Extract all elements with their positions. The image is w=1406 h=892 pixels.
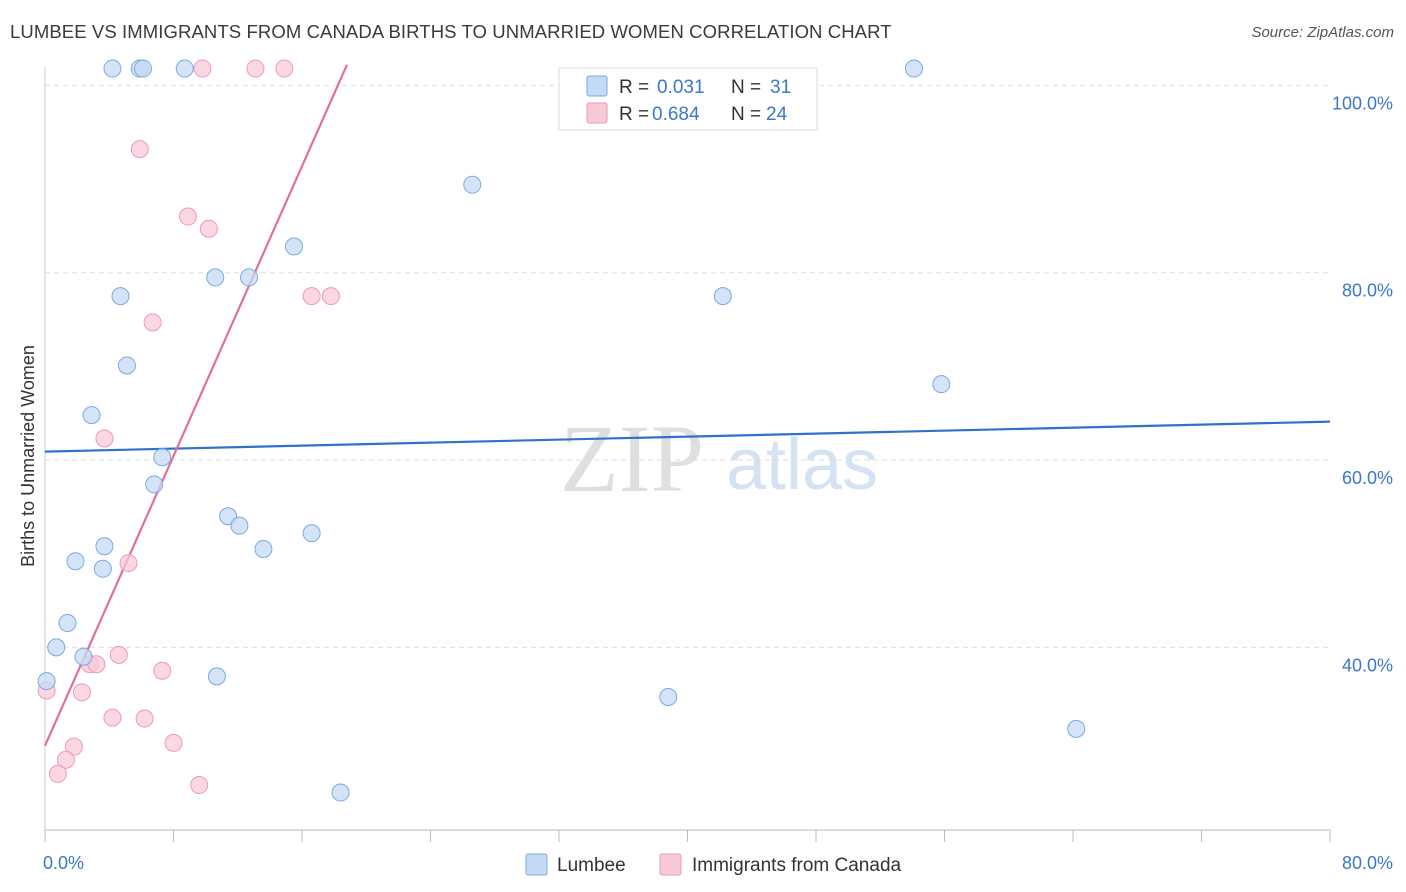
point-lumbee [230,516,249,535]
point-lumbee [37,672,56,691]
series-legend-label-canada: Immigrants from Canada [692,855,902,876]
point-canada [164,733,183,752]
watermark-zip: ZIP [560,405,704,512]
legend-n-value-lumbee: 31 [770,77,791,98]
stats-legend: R = 0.031 N = 31 R = 0.684 N = 24 [558,67,818,131]
point-canada [109,645,128,664]
point-canada [135,709,154,728]
legend-swatch-lumbee [586,75,608,97]
point-lumbee [254,540,273,559]
point-lumbee [133,59,152,78]
point-lumbee [111,287,130,306]
point-lumbee [932,375,951,394]
legend-swatch-canada [586,102,608,124]
point-lumbee [463,175,482,194]
point-lumbee [103,59,122,78]
point-canada [193,59,212,78]
point-canada [153,661,172,680]
point-canada [130,140,149,159]
point-canada [119,554,138,573]
point-lumbee [47,638,66,657]
point-lumbee [206,268,225,287]
point-lumbee [175,59,194,78]
point-canada [178,207,197,226]
source-label: Source: ZipAtlas.com [1251,24,1394,41]
point-canada [199,219,218,238]
point-lumbee [659,688,678,707]
y-tick-label: 40.0% [1342,655,1393,675]
point-canada [143,313,162,332]
point-lumbee [1067,719,1086,738]
x-tick-label: 0.0% [43,853,84,873]
point-lumbee [82,406,101,425]
point-lumbee [713,287,732,306]
point-lumbee [66,552,85,571]
y-tick-label: 60.0% [1342,468,1393,488]
watermark-atlas: atlas [726,425,878,505]
point-canada [246,59,265,78]
series-legend-label-lumbee: Lumbee [557,855,626,876]
point-lumbee [904,59,923,78]
point-canada [56,750,75,769]
x-tick-label: 80.0% [1342,853,1393,873]
point-lumbee [95,537,114,556]
point-lumbee [302,524,321,543]
point-canada [72,683,91,702]
point-lumbee [117,356,136,375]
scatter-points [37,59,1086,802]
point-lumbee [207,667,226,686]
chart-title: LUMBEE VS IMMIGRANTS FROM CANADA BIRTHS … [10,21,892,42]
point-lumbee [74,647,93,666]
point-canada [103,708,122,727]
point-canada [302,287,321,306]
trendline-canada [43,64,348,747]
legend-r-value-lumbee: 0.031 [657,77,705,98]
y-tick-label: 100.0% [1332,93,1393,113]
axes [44,67,1331,842]
point-lumbee [58,614,77,633]
point-lumbee [93,559,112,578]
point-lumbee [153,448,172,467]
point-lumbee [331,783,350,802]
legend-n-value-canada: 24 [766,104,788,125]
legend-r-value-canada: 0.684 [652,104,700,125]
series-legend-swatch-canada [659,853,682,876]
trendline-lumbee [44,420,1331,453]
point-canada [275,59,294,78]
point-canada [48,764,67,783]
legend-r-label-canada: R = [619,104,649,125]
legend-r-label-lumbee: R = [619,77,649,98]
trend-lines [43,64,1331,747]
series-legend: Lumbee Immigrants from Canada [525,853,902,876]
legend-n-label-canada: N = [731,104,761,125]
point-lumbee [145,475,164,494]
point-lumbee [239,268,258,287]
series-legend-swatch-lumbee [525,853,548,876]
point-lumbee [284,237,303,256]
point-canada [321,287,340,306]
point-canada [190,776,209,795]
gridlines [45,84,1330,648]
y-tick-label: 80.0% [1342,281,1393,301]
legend-n-label-lumbee: N = [731,77,761,98]
point-canada [64,737,83,756]
point-canada [95,429,114,448]
tick-labels: 40.0% 60.0% 80.0% 100.0% 0.0% 80.0% [43,93,1393,873]
y-axis-label: Births to Unmarried Women [18,345,38,567]
